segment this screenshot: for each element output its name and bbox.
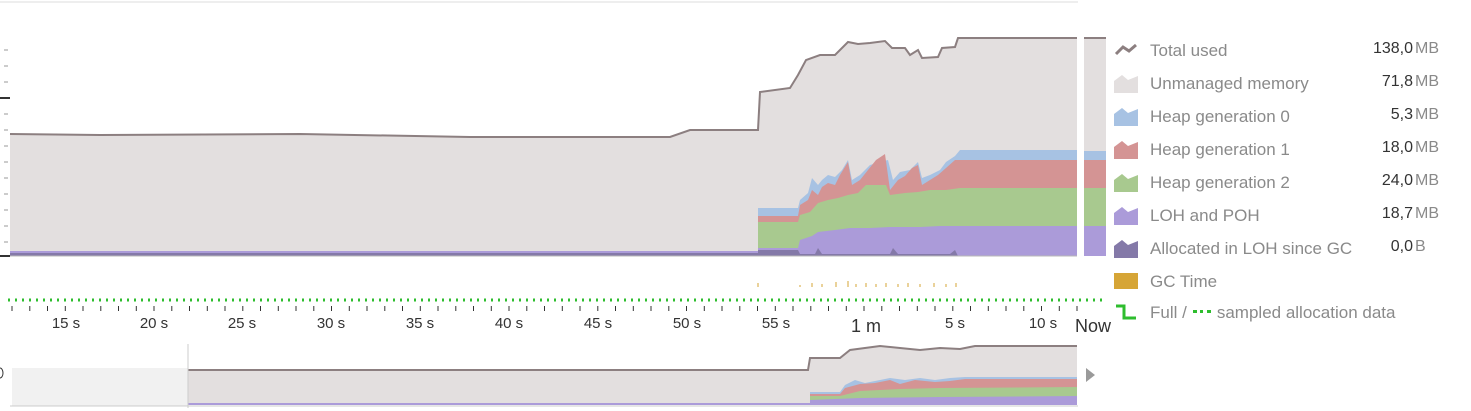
time-axis-minor-ticks [11, 306, 1078, 311]
legend-item-gc-time[interactable]: GC Time [1110, 265, 1465, 296]
legend-item-gen2[interactable]: Heap generation 2 24,0 MB [1110, 166, 1465, 199]
legend-item-allocation-data[interactable]: Full / sampled allocation data [1110, 296, 1465, 327]
legend-label: GC Time [1150, 272, 1218, 291]
legend-full-label: Full / [1150, 303, 1187, 322]
step-line-icon [1116, 304, 1136, 320]
legend-label: Heap generation 2 [1150, 173, 1290, 192]
area-swatch-icon [1114, 240, 1138, 258]
legend-value: 71,8 [1381, 73, 1413, 90]
legend-sampled-label: sampled allocation data [1216, 303, 1396, 322]
area-swatch-icon [1114, 141, 1138, 159]
tick-label: 45 s [584, 315, 612, 332]
legend-label: Unmanaged memory [1150, 74, 1309, 93]
line-swatch-icon [1114, 43, 1137, 56]
dotted-line-icon [1192, 310, 1211, 317]
tick-label: 15 s [52, 315, 80, 332]
legend-unit: MB [1415, 205, 1439, 222]
tick-label: 20 s [140, 315, 168, 332]
loh-allocated-area [10, 248, 958, 256]
legend-item-unmanaged[interactable]: Unmanaged memory 71,8 MB [1110, 67, 1465, 100]
overview-minimap[interactable] [0, 343, 1078, 408]
legend-label: Total used [1150, 41, 1228, 60]
legend-unit: MB [1415, 172, 1439, 189]
legend-label: Heap generation 0 [1150, 107, 1290, 126]
square-swatch-icon [1114, 273, 1138, 289]
legend-value: 0,0 [1390, 238, 1413, 255]
legend-value: 18,7 [1381, 205, 1413, 222]
y-axis-ticks [0, 49, 10, 257]
legend-label: LOH and POH [1150, 206, 1260, 225]
legend-item-loh-poh[interactable]: LOH and POH 18,7 MB [1110, 199, 1465, 232]
tick-label: 10 s [1029, 315, 1057, 332]
legend-unit: MB [1415, 40, 1439, 57]
overview-offscreen-region [12, 368, 188, 406]
loh-poh-area [10, 226, 1077, 256]
area-swatch-icon [1114, 75, 1138, 93]
tick-label-now: Now [1075, 316, 1112, 336]
legend-unit: MB [1415, 73, 1439, 90]
legend-value: 5,3 [1390, 106, 1413, 123]
tick-label: 50 s [673, 315, 701, 332]
tick-label: 40 s [495, 315, 523, 332]
tick-label: 55 s [762, 315, 790, 332]
legend-unit: B [1415, 238, 1426, 255]
area-swatch-icon [1114, 207, 1138, 225]
legend-label: Allocated in LOH since GC [1150, 239, 1353, 258]
area-swatch-icon [1114, 108, 1138, 126]
overview-total-line [188, 344, 1077, 371]
tick-label: 25 s [228, 315, 256, 332]
chart-gap [1077, 38, 1084, 256]
legend-item-gen0[interactable]: Heap generation 0 5,3 MB [1110, 100, 1465, 133]
legend-unit: MB [1415, 139, 1439, 156]
legend-item-gen1[interactable]: Heap generation 1 18,0 MB [1110, 133, 1465, 166]
legend-value: 18,0 [1381, 139, 1413, 156]
legend-label: Full / sampled allocation data [1150, 303, 1395, 323]
legend-value: 138,0 [1372, 40, 1413, 57]
gc-time-marks [757, 281, 957, 287]
overview-left-handle[interactable] [0, 367, 4, 379]
legend-unit: MB [1415, 106, 1439, 123]
tick-label: 1 m [851, 316, 881, 336]
legend-value: 24,0 [1381, 172, 1413, 189]
tick-label: 30 s [317, 315, 345, 332]
overview-loh-area [188, 396, 1077, 405]
loh-poh-area-tail [1084, 226, 1106, 256]
legend-label: Heap generation 1 [1150, 140, 1290, 159]
tick-label: 5 s [945, 315, 965, 332]
total-used-line [9, 37, 1077, 138]
time-axis-labels: 15 s 20 s 25 s 30 s 35 s 40 s 45 s 50 s … [52, 315, 1112, 336]
area-swatch-icon [1114, 174, 1138, 192]
legend-item-loh-allocated[interactable]: Allocated in LOH since GC 0,0 B [1110, 232, 1465, 265]
legend-item-total-used[interactable]: Total used 138,0 MB [1110, 34, 1465, 67]
scroll-right-icon[interactable] [1086, 368, 1095, 382]
chart-legend: Total used 138,0 MB Unmanaged memory 71,… [1110, 34, 1465, 327]
tick-label: 35 s [406, 315, 434, 332]
